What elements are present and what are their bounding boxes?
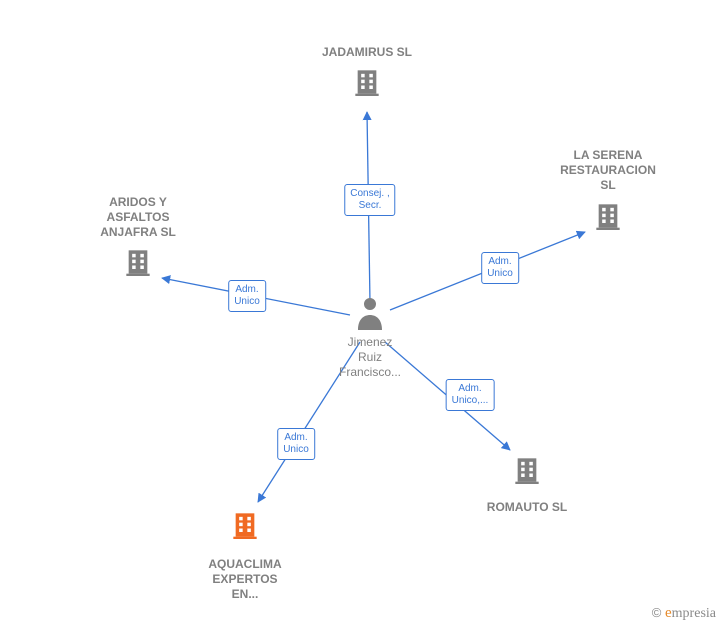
edge-label: Adm. Unico — [481, 252, 519, 284]
company-node-jadamirus[interactable]: JADAMIRUS SL — [322, 45, 412, 60]
edge-label: Consej. , Secr. — [344, 184, 395, 216]
edge-label: Adm. Unico,... — [446, 379, 495, 411]
company-icon-wrap-laserena — [594, 202, 622, 235]
company-node-aridos[interactable]: ARIDOS Y ASFALTOS ANJAFRA SL — [100, 195, 176, 240]
company-label-wrap-romauto: ROMAUTO SL — [487, 500, 567, 515]
company-icon-wrap-aridos — [124, 248, 152, 281]
building-icon — [124, 248, 152, 281]
edge-label: Adm. Unico — [277, 428, 315, 460]
building-icon — [231, 511, 259, 544]
company-label: JADAMIRUS SL — [322, 45, 412, 60]
edge-label: Adm. Unico — [228, 280, 266, 312]
person-icon — [355, 296, 385, 330]
company-label: ROMAUTO SL — [487, 500, 567, 515]
footer-brand: © empresia — [652, 605, 716, 622]
copyright-symbol: © — [652, 605, 662, 620]
brand-rest: mpresia — [672, 606, 716, 621]
company-label: ARIDOS Y ASFALTOS ANJAFRA SL — [100, 195, 176, 240]
company-node-laserena[interactable]: LA SERENA RESTAURACION SL — [560, 148, 656, 193]
company-icon-wrap-jadamirus — [353, 68, 381, 101]
company-label: LA SERENA RESTAURACION SL — [560, 148, 656, 193]
center-label: Jimenez Ruiz Francisco... — [339, 335, 401, 380]
building-icon — [353, 68, 381, 101]
company-label: AQUACLIMA EXPERTOS EN... — [208, 557, 281, 602]
building-icon — [594, 202, 622, 235]
building-icon — [513, 456, 541, 489]
diagram-canvas: Jimenez Ruiz Francisco... JADAMIRUS SL L… — [0, 0, 728, 630]
company-label-wrap-aquaclima: AQUACLIMA EXPERTOS EN... — [208, 557, 281, 602]
center-person-node[interactable]: Jimenez Ruiz Francisco... — [339, 296, 401, 380]
company-node-romauto[interactable] — [513, 456, 541, 489]
brand-first-letter: e — [665, 605, 672, 621]
company-node-aquaclima[interactable] — [231, 511, 259, 544]
